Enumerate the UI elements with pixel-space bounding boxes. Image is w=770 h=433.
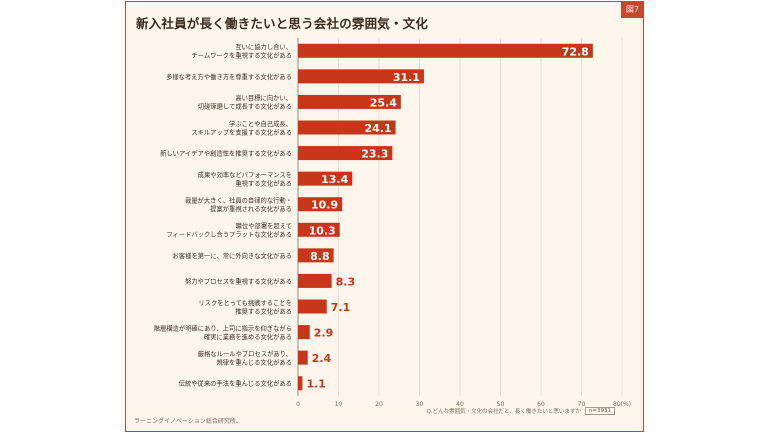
x-tick-label: 10 — [335, 401, 343, 408]
chart-title: 新入社員が長く働きたいと思う会社の雰囲気・文化 — [136, 16, 429, 31]
category-label: 階層構造が明確にあり、上司に指示を仰ぎながら — [154, 323, 292, 332]
x-tick-label: 20 — [375, 401, 383, 408]
bar-value-label: 1.1 — [306, 378, 326, 391]
bar-value-label: 10.9 — [311, 199, 338, 212]
bar-value-label: 31.1 — [393, 71, 420, 84]
category-label: 確実に業務を進める文化がある — [204, 332, 292, 341]
x-axis-unit-label: 80(%) — [613, 401, 631, 408]
category-label: 厳格なルールやプロセスがあり、 — [198, 349, 292, 358]
bar — [298, 43, 593, 58]
bar-value-label: 7.1 — [331, 301, 351, 314]
category-label: 成果や効率などパフォーマンスを — [198, 170, 292, 179]
x-tick-label: 40 — [456, 401, 464, 408]
category-label: スキルアップを支援する文化がある — [191, 127, 292, 136]
bar — [298, 248, 334, 263]
category-label: 学ぶことや自己成長、 — [229, 119, 292, 128]
category-label: フィードバックし合うフラットな文化がある — [166, 230, 292, 239]
chart-card: 新入社員が長く働きたいと思う会社の雰囲気・文化 図7 0 10 20 30 40 50 60… — [125, 1, 644, 432]
figure-tag: 図7 — [620, 2, 643, 18]
bar-value-label: 23.3 — [361, 148, 388, 161]
bar — [298, 350, 308, 365]
category-label: チームワークを重視する文化がある — [191, 51, 292, 60]
question-text: Q.どんな雰囲気・文化の会社だと、長く働きたいと思いますか — [426, 409, 581, 415]
x-tick-label: 70 — [578, 401, 586, 408]
bar — [298, 273, 332, 288]
bar-value-label: 8.3 — [336, 275, 356, 288]
bar — [298, 325, 310, 340]
category-label: 重視する文化がある — [235, 178, 292, 187]
bar — [298, 146, 393, 161]
bar — [298, 94, 401, 109]
x-tick-label: 50 — [497, 401, 505, 408]
bar — [298, 171, 353, 186]
bar — [298, 299, 327, 314]
bar-value-label: 2.4 — [312, 352, 332, 365]
category-label: 推奨する文化がある — [235, 306, 292, 315]
category-label: 高い目標に向かい、 — [235, 93, 292, 102]
category-label: 多様な考え方や働き方を尊重する文化がある — [166, 72, 292, 81]
x-tick-label: 60 — [537, 401, 545, 408]
category-label: 新しいアイデアや創造性を推奨する文化がある — [160, 149, 292, 158]
category-label: 互いに協力し合い、 — [235, 42, 292, 51]
source-credit: ラーニングイノベーション総合研究所。 — [134, 418, 242, 425]
bar-value-label: 25.4 — [370, 96, 397, 109]
category-label: お客様を第一に、常に外向きな文化がある — [173, 251, 292, 260]
category-label: 裁量が大きく、社員の自律的な行動・ — [185, 195, 292, 204]
x-tick-label: 30 — [416, 401, 424, 408]
bar-value-label: 13.4 — [321, 173, 348, 186]
category-label: 努力やプロセスを重視する文化がある — [185, 276, 292, 285]
bar — [298, 222, 340, 237]
bar-value-label: 8.8 — [310, 250, 330, 263]
bar — [298, 197, 343, 212]
question-note: Q.どんな雰囲気・文化の会社だと、長く働きたいと思いますか n=3931 — [427, 407, 615, 415]
x-tick-label: 0 — [296, 401, 300, 408]
category-label: リスクをとっても挑戦することを — [198, 298, 292, 307]
bar — [298, 376, 303, 391]
bar-value-label: 10.3 — [309, 224, 336, 237]
bar — [298, 69, 424, 84]
bar — [298, 120, 396, 135]
category-label: 職位や部署を超えて — [236, 221, 292, 230]
bar-value-label: 72.8 — [562, 45, 589, 58]
bar-chart: 0 10 20 30 40 50 60 70 80(%) 72.8 互いに協力し合い、チームワークを… — [154, 38, 631, 408]
category-label: 切磋琢磨して成長する文化がある — [198, 102, 292, 111]
category-label: 規律を重んじる文化がある — [216, 357, 292, 366]
bar-value-label: 24.1 — [364, 122, 391, 135]
category-label: 提案が重視される文化がある — [210, 204, 292, 213]
bar-value-label: 2.9 — [314, 327, 334, 340]
category-label: 伝統や従来の手法を重んじる文化がある — [179, 379, 292, 388]
sample-size-badge: n=3931 — [584, 407, 615, 415]
